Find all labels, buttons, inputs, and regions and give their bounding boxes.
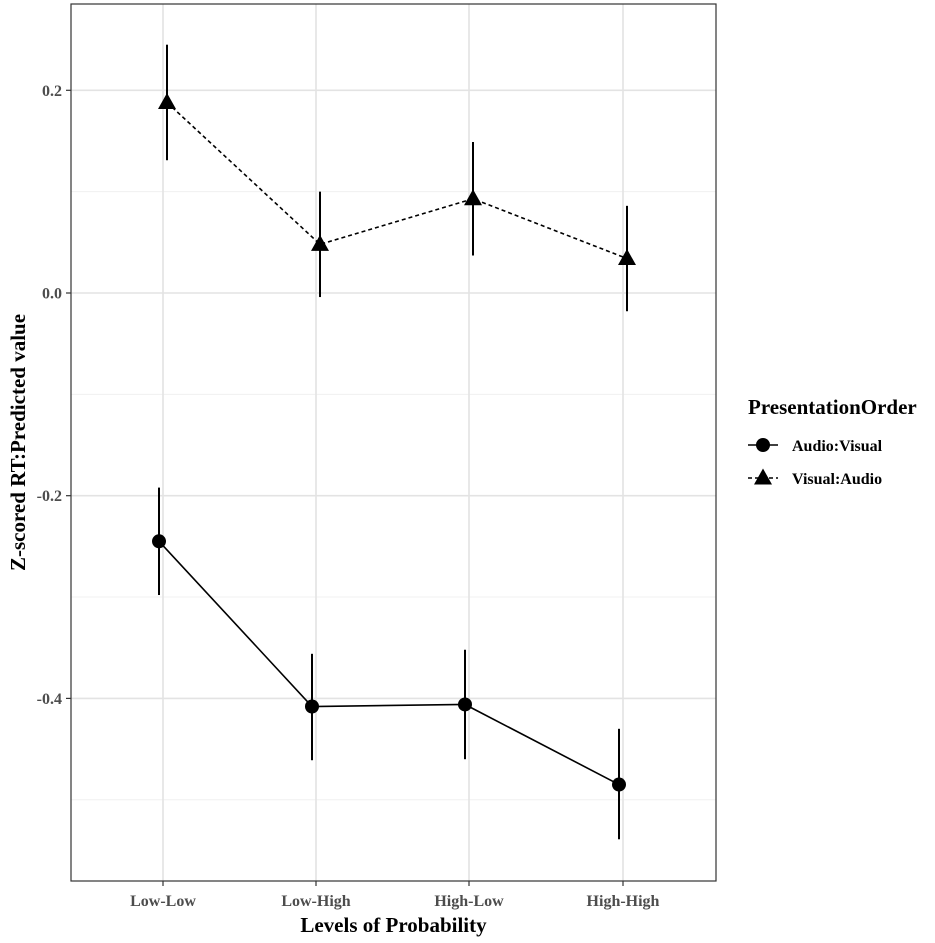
x-tick-label: Low-High <box>281 893 350 910</box>
series-visual-audio <box>158 44 636 312</box>
legend-item: Audio:Visual <box>748 438 883 455</box>
legend-label: Audio:Visual <box>792 438 883 455</box>
data-point <box>612 777 626 792</box>
series <box>152 44 636 840</box>
y-tick-label: 0.2 <box>42 83 62 100</box>
plot-panel-border <box>70 3 717 882</box>
y-tick-label: -0.2 <box>37 488 62 505</box>
x-axis-ticks: Low-Low Low-High High-Low High-High <box>130 881 660 910</box>
y-tick-label: 0.0 <box>42 286 62 303</box>
data-point <box>305 699 319 714</box>
x-axis-title: Levels of Probability <box>300 913 487 937</box>
x-tick-label: Low-Low <box>130 893 196 910</box>
data-point <box>158 92 176 109</box>
data-point <box>618 249 636 266</box>
data-point <box>152 534 166 549</box>
series-line <box>158 540 620 786</box>
legend-key-marker <box>756 438 770 452</box>
legend-label: Visual:Audio <box>792 471 882 488</box>
legend-item: Visual:Audio <box>748 468 882 488</box>
grid <box>71 4 716 881</box>
y-axis-ticks: -0.4 -0.2 0.0 0.2 <box>37 83 71 708</box>
legend: PresentationOrder Audio:Visual Visual:Aud… <box>748 395 917 488</box>
x-tick-label: High-Low <box>434 893 504 910</box>
series-audio-visual <box>152 487 626 840</box>
series-line <box>166 101 628 260</box>
data-point <box>458 697 472 712</box>
y-tick-label: -0.4 <box>37 691 62 708</box>
x-tick-label: High-High <box>587 893 660 910</box>
legend-key-marker <box>754 468 772 485</box>
data-point <box>311 234 329 251</box>
y-axis-title: Z-scored RT:Predicted value <box>6 314 30 571</box>
legend-title: PresentationOrder <box>748 395 917 419</box>
data-point <box>464 189 482 206</box>
